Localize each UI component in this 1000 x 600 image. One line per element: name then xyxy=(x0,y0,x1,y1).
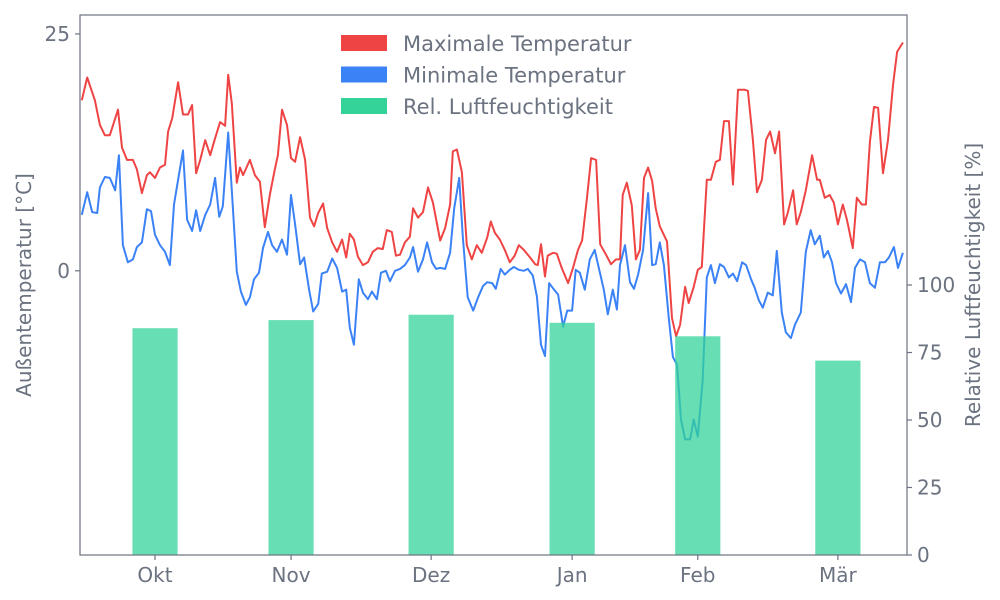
x-tick-label: Feb xyxy=(680,563,715,587)
humidity-bar-nov xyxy=(268,320,314,555)
legend-swatch xyxy=(341,66,387,83)
x-tick-label: Nov xyxy=(272,563,311,587)
y-tick-label-right: 50 xyxy=(917,408,942,432)
y-tick-label-right: 0 xyxy=(917,543,930,567)
humidity-bars xyxy=(132,314,861,555)
legend: Maximale Temperatur Minimale Temperatur Re… xyxy=(341,32,632,119)
y-tick-label-right: 25 xyxy=(917,476,942,500)
legend-swatch xyxy=(341,35,387,51)
temperature-lines xyxy=(80,41,904,441)
y-tick-label-left: 25 xyxy=(45,22,70,46)
y-axis-label-left: Außentemperatur [°C] xyxy=(12,173,36,397)
humidity-bar-feb xyxy=(675,336,721,555)
legend-label: Minimale Temperatur xyxy=(403,64,626,88)
humidity-bar-mär xyxy=(815,360,861,555)
humidity-bar-jan xyxy=(549,322,595,555)
x-tick-label: Mär xyxy=(819,563,858,587)
y-tick-label-left: 0 xyxy=(57,259,70,283)
max-temperature-line xyxy=(80,41,904,338)
legend-label: Maximale Temperatur xyxy=(403,32,632,56)
legend-swatch xyxy=(341,98,387,114)
x-tick-label: Okt xyxy=(137,563,172,587)
min-temperature-line xyxy=(80,131,904,441)
humidity-bar-dez xyxy=(408,314,454,555)
y-axis-label-right: Relative Luftfeuchtigkeit [%] xyxy=(961,143,985,427)
y-tick-label-right: 75 xyxy=(917,341,942,365)
x-tick-label: Dez xyxy=(412,563,450,587)
humidity-bar-okt xyxy=(132,328,178,555)
ticks: Okt Nov Dez Jan Feb Mär 0 25 0 25 50 75 100 xyxy=(45,22,956,587)
legend-label: Rel. Luftfeuchtigkeit xyxy=(403,95,613,119)
y-tick-label-right: 100 xyxy=(917,273,955,297)
x-tick-label: Jan xyxy=(555,563,588,587)
